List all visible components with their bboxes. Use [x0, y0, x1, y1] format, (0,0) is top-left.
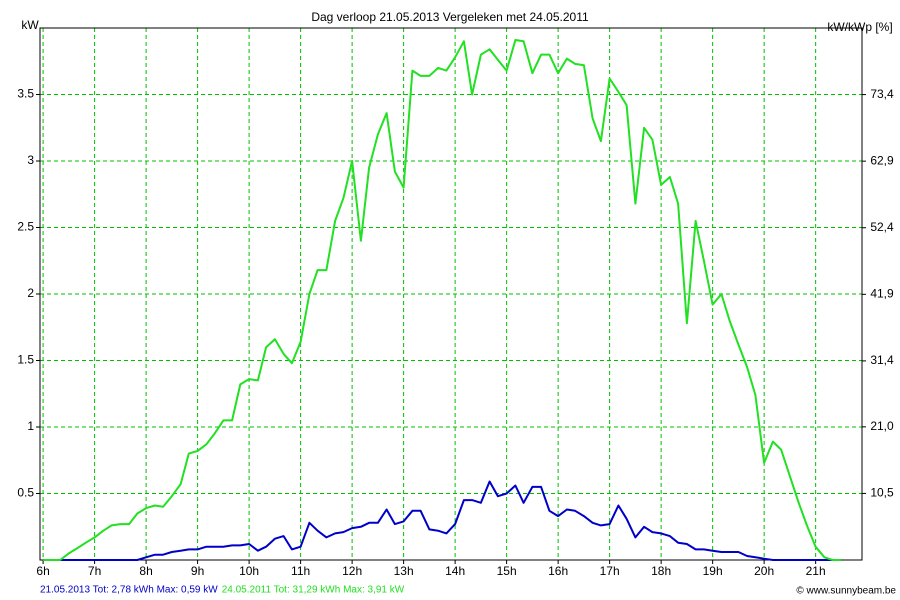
x-tick-label: 20h	[754, 564, 774, 578]
legend-entry: 21.05.2013 Tot: 2,78 kWh Max: 0,59 kW	[40, 585, 218, 596]
x-tick-label: 19h	[703, 564, 723, 578]
x-tick-label: 17h	[600, 564, 620, 578]
y2-tick-label: 62,9	[870, 153, 894, 167]
y-axis-label: kW	[21, 18, 39, 32]
x-tick-label: 18h	[651, 564, 671, 578]
x-tick-label: 15h	[497, 564, 517, 578]
x-tick-label: 10h	[239, 564, 259, 578]
x-tick-label: 16h	[548, 564, 568, 578]
y-tick-label: 1	[27, 419, 34, 433]
y2-tick-label: 73,4	[870, 87, 894, 101]
x-tick-label: 9h	[191, 564, 204, 578]
y-tick-label: 0.5	[17, 486, 34, 500]
x-tick-label: 14h	[445, 564, 465, 578]
x-tick-label: 8h	[139, 564, 152, 578]
y2-tick-label: 10,5	[870, 486, 894, 500]
y2-tick-label: 41,9	[870, 286, 894, 300]
legend-entry: 24.05.2011 Tot: 31,29 kWh Max: 3,91 kW	[222, 585, 405, 596]
x-tick-label: 11h	[291, 564, 310, 578]
y-tick-label: 1.5	[17, 353, 34, 367]
y-tick-label: 3.5	[17, 87, 34, 101]
series-line	[43, 480, 842, 561]
plot-frame	[39, 27, 863, 561]
x-tick-label: 6h	[36, 564, 49, 578]
x-tick-label: 21h	[806, 564, 826, 578]
y-tick-label: 3	[27, 153, 34, 167]
chart-title: Dag verloop 21.05.2013 Vergeleken met 24…	[311, 10, 589, 24]
y2-tick-label: 52,4	[870, 220, 894, 234]
y2-tick-label: 31,4	[870, 353, 894, 367]
x-tick-label: 12h	[342, 564, 362, 578]
x-tick-label: 7h	[88, 564, 101, 578]
credit: © www.sunnybeam.be	[796, 586, 896, 597]
y-tick-label: 2.5	[17, 220, 34, 234]
y2-tick-label: 21,0	[870, 419, 894, 433]
y2-axis-label: kW/kWp [%]	[827, 20, 892, 34]
x-tick-label: 13h	[394, 564, 414, 578]
series-line	[43, 39, 842, 561]
y-tick-label: 2	[27, 286, 34, 300]
